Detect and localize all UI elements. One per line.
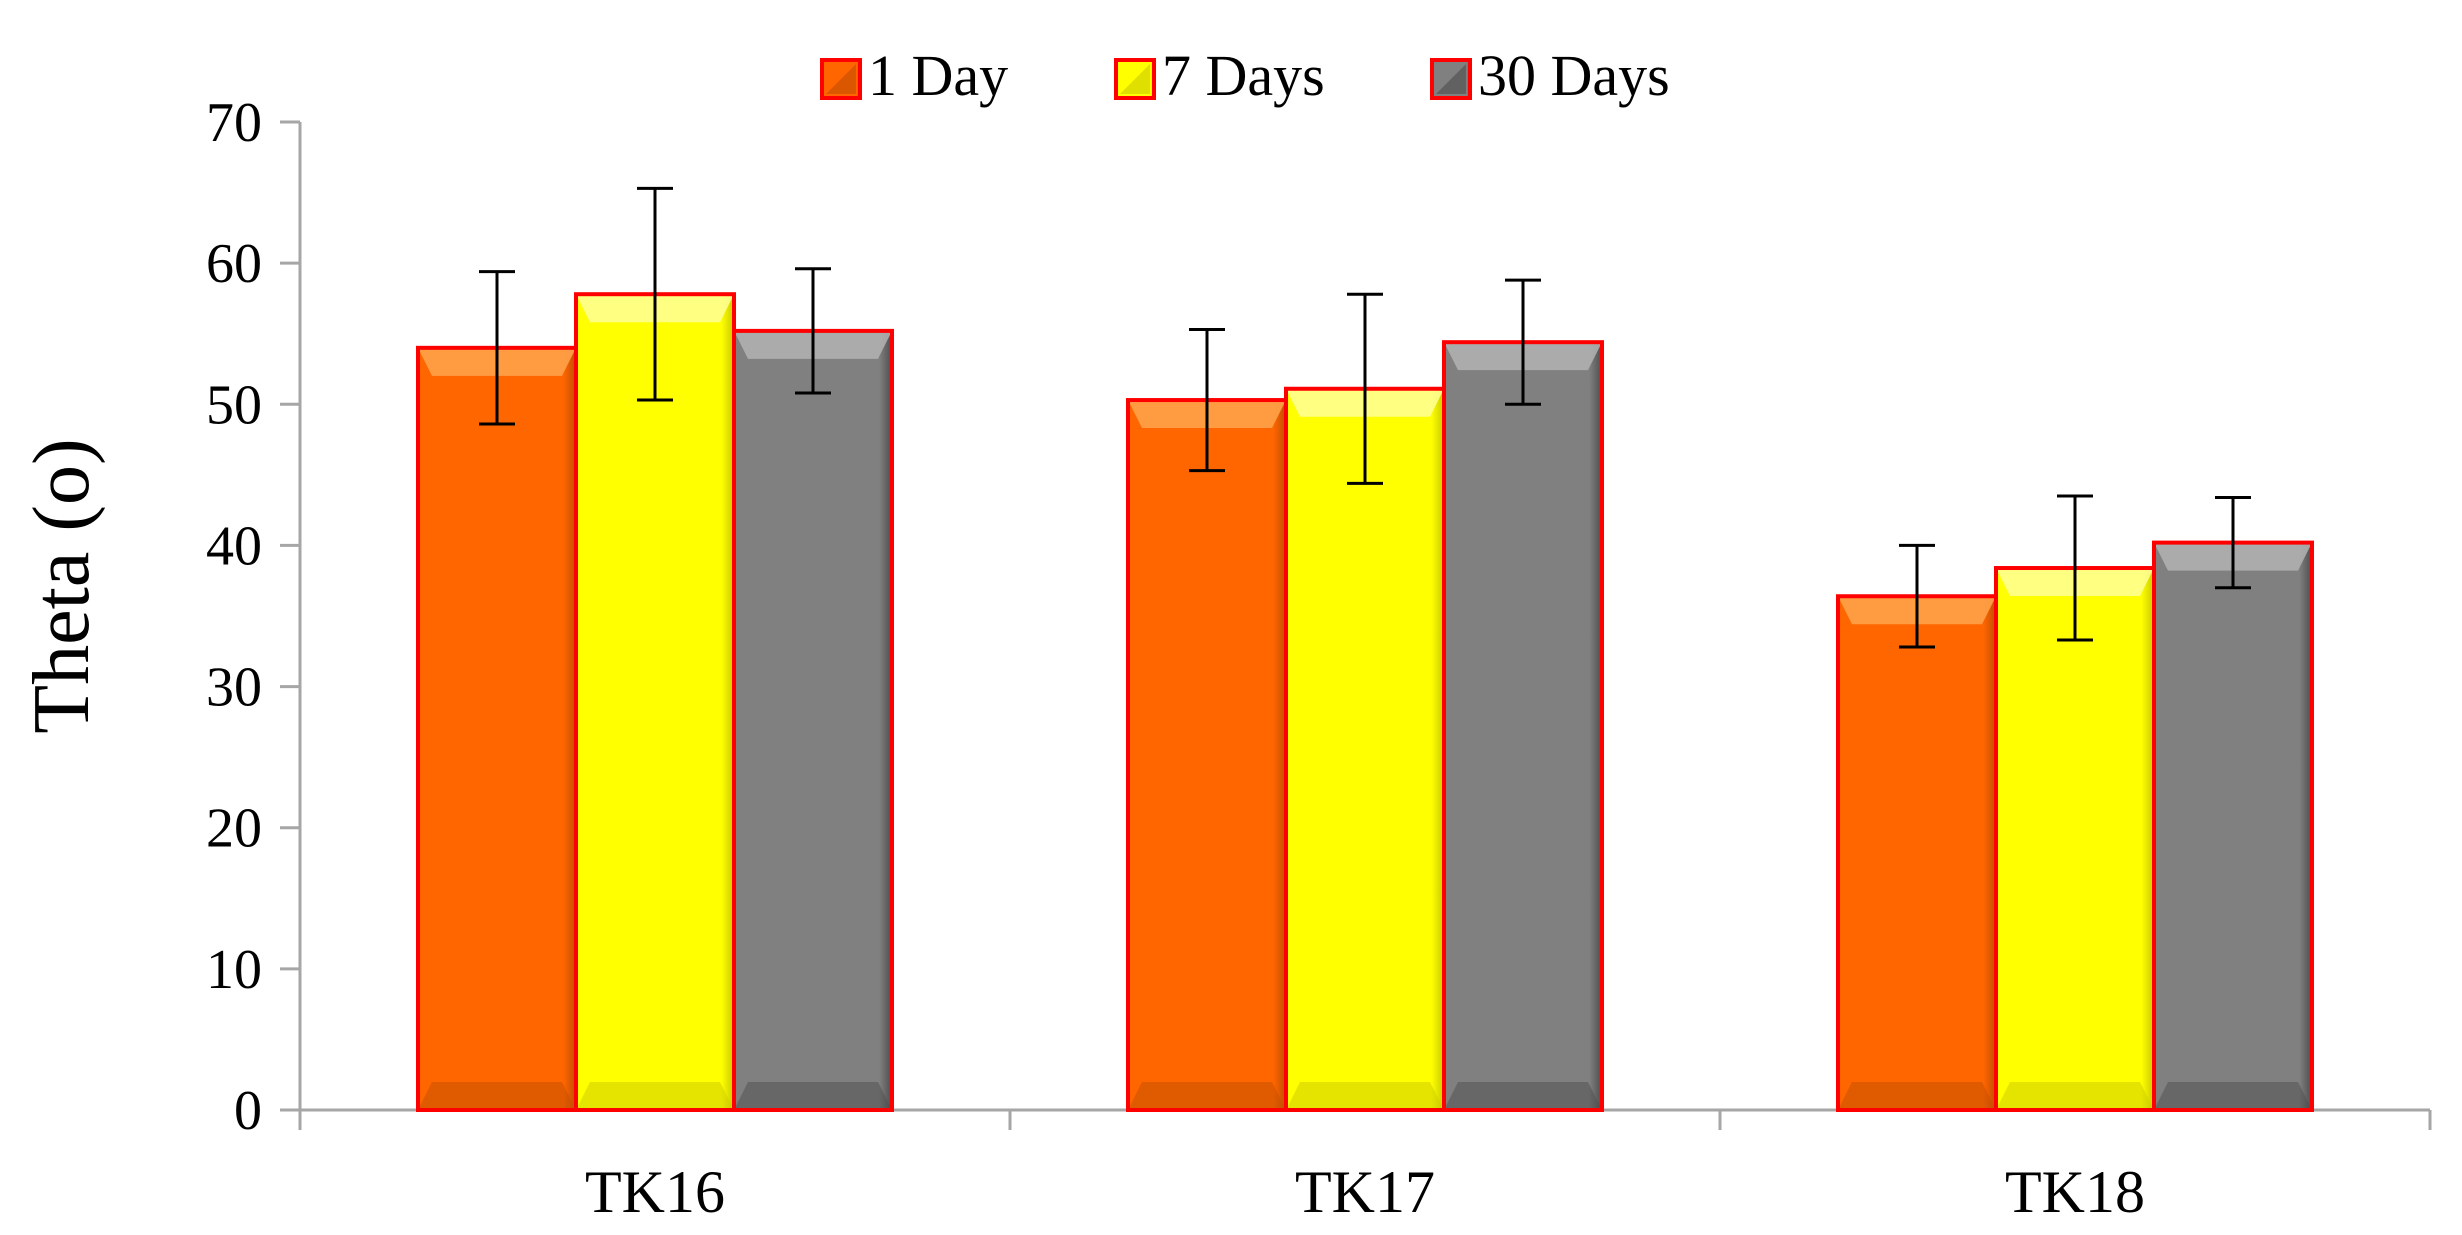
bar-fill bbox=[1838, 596, 1996, 1110]
x-tick-label-tk16: TK16 bbox=[585, 1159, 725, 1225]
error-bar-tk18-30-days bbox=[2215, 495, 2251, 590]
bar-bottom-bevel bbox=[1286, 1082, 1444, 1110]
y-tick-label: 70 bbox=[206, 92, 262, 154]
bar-bottom-bevel bbox=[418, 1082, 576, 1110]
error-bar-tk16-7-days bbox=[637, 186, 673, 402]
legend-swatch-shade bbox=[826, 64, 856, 94]
y-tick-label: 40 bbox=[206, 515, 262, 577]
bar-bottom-bevel bbox=[1444, 1082, 1602, 1110]
bar-tk17-1-day bbox=[1126, 398, 1288, 1112]
legend-label: 7 Days bbox=[1162, 43, 1325, 108]
y-tick-label: 30 bbox=[206, 657, 262, 719]
bar-tk16-1-day bbox=[416, 345, 578, 1113]
x-axis: TK16 TK17 TK18 bbox=[298, 1108, 2432, 1225]
y-tick-label: 50 bbox=[206, 374, 262, 436]
bar-fill bbox=[2154, 542, 2312, 1110]
bar-tk16-30-days bbox=[732, 328, 894, 1112]
bar-fill bbox=[1444, 342, 1602, 1110]
bar-tk17-30-days bbox=[1442, 340, 1604, 1112]
bar-fill bbox=[576, 294, 734, 1110]
bar-tk18-7-days bbox=[1994, 566, 2156, 1112]
bar-tk18-30-days bbox=[2152, 540, 2314, 1112]
x-tick-label-tk18: TK18 bbox=[2005, 1159, 2145, 1225]
bar-fill bbox=[418, 347, 576, 1110]
error-bar-tk17-7-days bbox=[1347, 292, 1383, 485]
legend-label: 30 Days bbox=[1478, 43, 1670, 108]
bar-bottom-bevel bbox=[1128, 1082, 1286, 1110]
error-bar-tk18-7-days bbox=[2057, 494, 2093, 642]
bar-fill bbox=[1996, 568, 2154, 1110]
bar-tk17-7-days bbox=[1284, 386, 1446, 1112]
error-bar-tk17-1-day bbox=[1189, 327, 1225, 473]
y-axis: 0 10 20 30 40 50 60 70 bbox=[206, 92, 302, 1142]
bar-bottom-bevel bbox=[1838, 1082, 1996, 1110]
bar-fill bbox=[1286, 388, 1444, 1110]
error-bar-tk17-30-days bbox=[1505, 278, 1541, 406]
legend-label: 1 Day bbox=[868, 43, 1008, 108]
y-tick-label: 60 bbox=[206, 233, 262, 295]
y-tick-label: 10 bbox=[206, 939, 262, 1001]
x-tick-label-tk17: TK17 bbox=[1295, 1159, 1435, 1225]
bar-bottom-bevel bbox=[576, 1082, 734, 1110]
bar-fill bbox=[1128, 400, 1286, 1111]
bar-bottom-bevel bbox=[734, 1082, 892, 1110]
error-bar-tk18-1-day bbox=[1899, 543, 1935, 649]
error-bars-layer bbox=[479, 186, 2251, 649]
legend-swatch-shade bbox=[1436, 64, 1466, 94]
legend: 1 Day 7 Days 30 Days bbox=[820, 43, 1670, 108]
legend-item-7-days: 7 Days bbox=[1114, 43, 1325, 108]
y-tick-label: 20 bbox=[206, 798, 262, 860]
bar-tk16-7-days bbox=[574, 292, 736, 1112]
error-bar-tk16-1-day bbox=[479, 270, 515, 426]
y-tick-label: 0 bbox=[234, 1080, 262, 1142]
error-bar-tk16-30-days bbox=[795, 267, 831, 395]
bar-tk18-1-day bbox=[1836, 594, 1998, 1112]
legend-item-30-days: 30 Days bbox=[1430, 43, 1670, 108]
bar-bottom-bevel bbox=[2154, 1082, 2312, 1110]
legend-swatch-shade bbox=[1120, 64, 1150, 94]
bar-bottom-bevel bbox=[1996, 1082, 2154, 1110]
bar-fill bbox=[734, 330, 892, 1110]
legend-item-1-day: 1 Day bbox=[820, 43, 1008, 108]
y-axis-label: Theta (o) bbox=[18, 438, 106, 733]
bars-layer bbox=[416, 292, 2314, 1113]
